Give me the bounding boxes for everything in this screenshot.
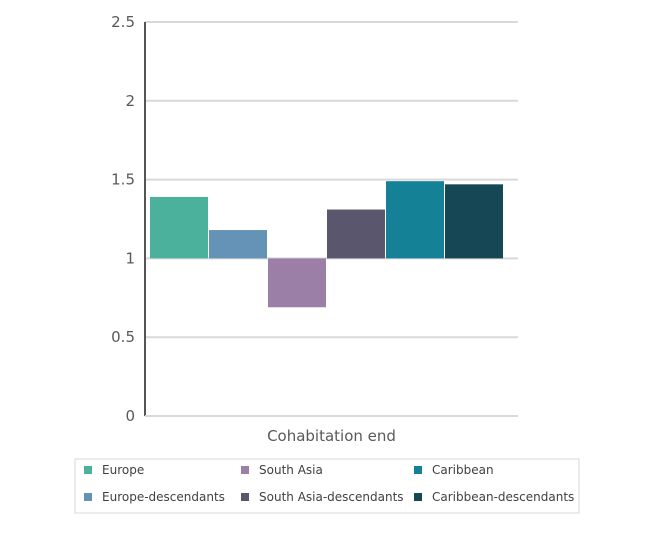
- legend-label-south-asia-descendants: South Asia-descendants: [259, 490, 404, 504]
- legend-swatch-south-asia-descendants: [241, 493, 249, 501]
- bar-south-asia-descendants: [327, 209, 385, 259]
- legend-label-europe-descendants: Europe-descendants: [102, 490, 225, 504]
- legend-swatch-caribbean: [414, 466, 422, 474]
- legend-box: [74, 458, 580, 514]
- legend-swatch-europe: [84, 466, 92, 474]
- x-tick-label: Cohabitation end: [267, 427, 396, 445]
- legend-label-caribbean: Caribbean: [432, 463, 494, 477]
- axes: [144, 22, 518, 417]
- x-tick-labels: Cohabitation end: [267, 427, 396, 445]
- y-tick-label: 0.5: [111, 328, 135, 346]
- y-tick-label: 1.5: [111, 171, 135, 189]
- y-tick-label: 2: [125, 92, 135, 110]
- bars: [150, 181, 503, 308]
- legend-label-europe: Europe: [102, 463, 144, 477]
- y-tick-label: 0: [125, 407, 135, 425]
- legend-swatch-south-asia: [241, 466, 249, 474]
- legend: Europe South Asia Caribbean Europe-descenda…: [74, 458, 580, 514]
- legend-swatch-europe-descendants: [84, 493, 92, 501]
- y-tick-labels: 0 0.5 1 1.5 2 2.5: [111, 13, 135, 425]
- bar-europe-descendants: [209, 230, 267, 259]
- legend-swatch-caribbean-descendants: [414, 493, 422, 501]
- legend-label-south-asia: South Asia: [259, 463, 323, 477]
- legend-label-caribbean-descendants: Caribbean-descendants: [432, 490, 574, 504]
- bar-south-asia: [268, 258, 326, 308]
- bar-europe: [150, 196, 208, 259]
- y-tick-label: 2.5: [111, 13, 135, 31]
- gridlines: [145, 21, 518, 339]
- bar-caribbean-descendants: [445, 184, 503, 259]
- y-tick-label: 1: [125, 249, 135, 267]
- bar-caribbean: [386, 181, 444, 259]
